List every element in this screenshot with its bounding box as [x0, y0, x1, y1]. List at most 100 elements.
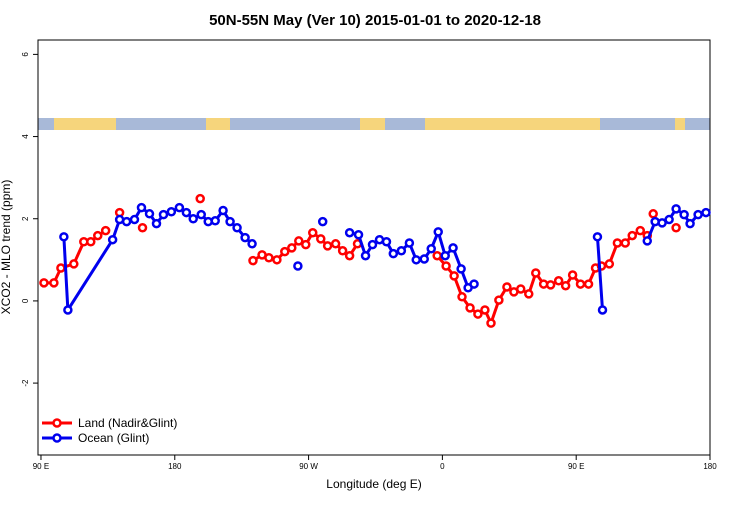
- plot-frame: [37, 39, 711, 456]
- point: [166, 207, 177, 217]
- point: [93, 230, 103, 241]
- point: [671, 223, 681, 233]
- point: [419, 254, 430, 264]
- point: [39, 278, 49, 288]
- point: [642, 236, 653, 246]
- point: [151, 218, 162, 229]
- y-tick-label: 0: [21, 298, 30, 303]
- point: [86, 236, 96, 247]
- point: [381, 236, 392, 247]
- point: [196, 209, 206, 220]
- point: [330, 239, 341, 249]
- point: [360, 250, 371, 261]
- point: [293, 261, 303, 271]
- point: [225, 216, 235, 227]
- point: [664, 214, 674, 225]
- point: [404, 238, 415, 248]
- point: [307, 227, 318, 238]
- point: [426, 243, 436, 254]
- point: [693, 209, 703, 220]
- point: [158, 209, 169, 220]
- point: [181, 207, 192, 218]
- x-axis-label: Longitude (deg E): [326, 477, 421, 491]
- x-tick-label: 90 E: [33, 462, 49, 471]
- point: [612, 238, 623, 248]
- point: [449, 271, 459, 281]
- point: [144, 209, 155, 219]
- point: [441, 261, 451, 271]
- x-tick-label: 90 E: [568, 462, 584, 471]
- point: [107, 234, 118, 245]
- point: [195, 193, 205, 204]
- point: [188, 213, 198, 224]
- point: [248, 255, 258, 266]
- point: [657, 218, 667, 228]
- y-tick-label: 2: [21, 216, 30, 221]
- point: [531, 268, 541, 278]
- point: [218, 205, 228, 216]
- point: [69, 259, 79, 269]
- point: [240, 232, 250, 243]
- point: [679, 209, 689, 220]
- point: [59, 232, 69, 242]
- strip-ocean: [385, 118, 425, 130]
- point: [597, 305, 608, 315]
- point: [344, 250, 355, 261]
- point: [671, 204, 681, 214]
- legend-marker: [52, 433, 62, 443]
- point: [367, 239, 378, 250]
- point: [210, 216, 220, 226]
- point: [272, 255, 282, 265]
- point: [560, 280, 571, 291]
- point: [232, 223, 242, 233]
- chart-title: 50N-55N May (Ver 10) 2015-01-01 to 2020-…: [209, 12, 541, 29]
- strip-ocean: [116, 118, 206, 130]
- point: [486, 318, 496, 328]
- strip-ocean: [685, 118, 710, 130]
- point: [502, 282, 512, 292]
- point: [456, 264, 466, 274]
- point: [627, 230, 637, 241]
- point: [316, 234, 326, 244]
- point: [121, 216, 132, 227]
- point: [515, 284, 526, 294]
- point: [247, 239, 257, 249]
- strip-ocean: [38, 118, 54, 130]
- land-ocean-strip: [38, 118, 710, 130]
- point: [280, 246, 290, 257]
- point: [604, 259, 615, 269]
- strip-ocean: [600, 118, 675, 130]
- point: [524, 289, 534, 299]
- point: [433, 227, 443, 237]
- point: [100, 225, 111, 236]
- legend-label: Ocean (Glint): [78, 431, 149, 445]
- x-tick-label: 0: [440, 462, 445, 471]
- point: [49, 278, 59, 288]
- point: [575, 279, 586, 289]
- point: [567, 270, 578, 280]
- point: [648, 209, 658, 219]
- x-tick-label: 180: [703, 462, 717, 471]
- point: [473, 309, 483, 319]
- point: [264, 253, 274, 263]
- point: [174, 202, 185, 213]
- point: [301, 239, 311, 250]
- y-tick-label: 4: [21, 134, 30, 139]
- point: [457, 292, 467, 302]
- point: [411, 255, 421, 265]
- point: [592, 232, 603, 242]
- point: [129, 214, 140, 225]
- point: [322, 241, 333, 251]
- point: [63, 305, 73, 315]
- point: [685, 218, 695, 229]
- y-tick-label: 6: [21, 52, 30, 57]
- point: [432, 250, 442, 261]
- point: [56, 263, 66, 273]
- point: [553, 276, 564, 286]
- point: [440, 250, 450, 261]
- legend-marker: [52, 418, 62, 428]
- point: [480, 305, 490, 315]
- point: [620, 238, 631, 248]
- point: [388, 248, 399, 259]
